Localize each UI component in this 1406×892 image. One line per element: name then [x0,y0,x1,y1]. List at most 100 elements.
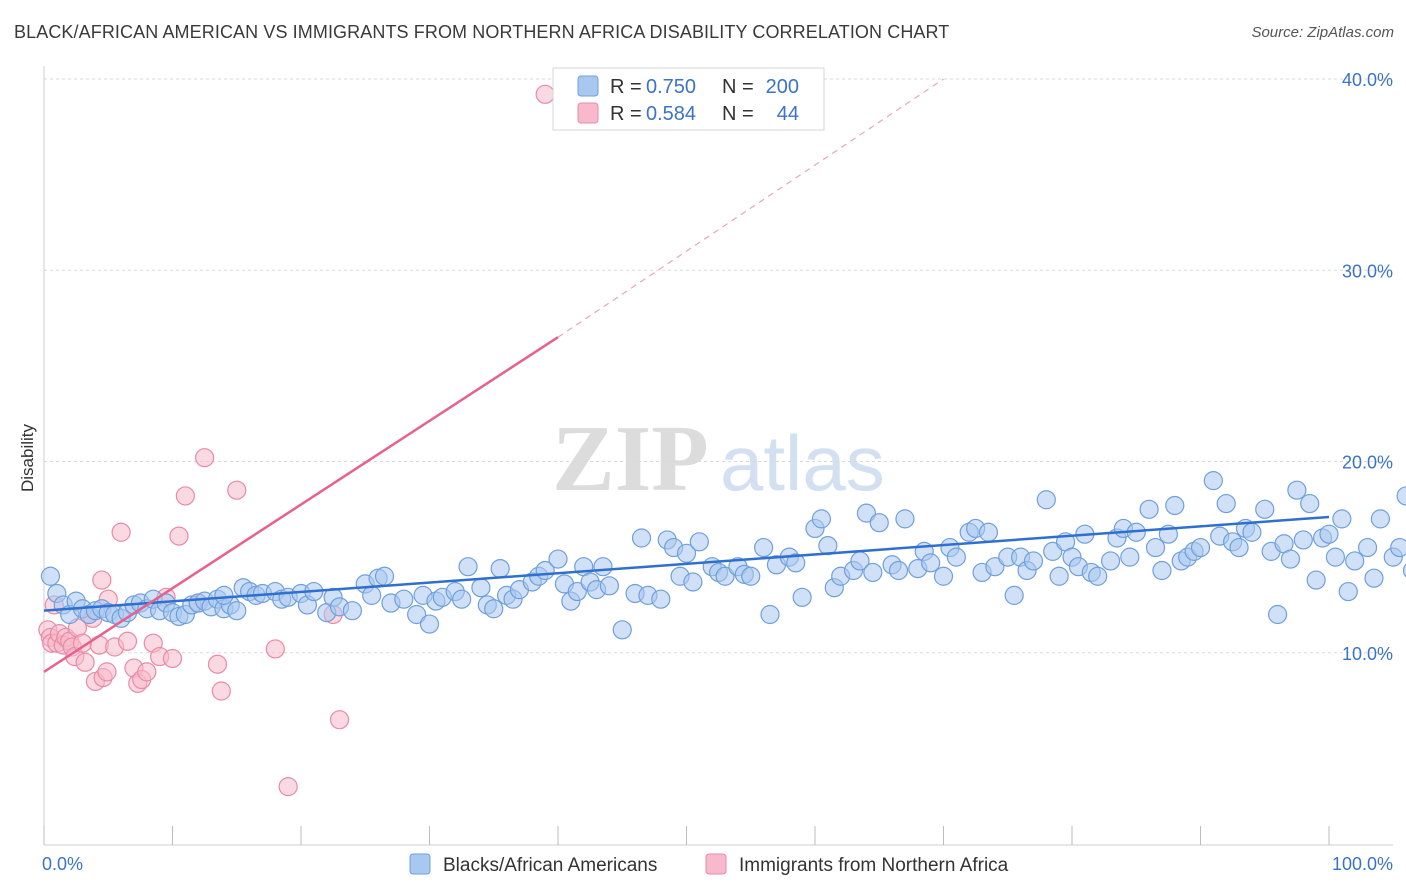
blue-point [741,566,761,586]
blue-point [863,562,883,583]
blue-point [933,566,954,586]
pink-point [162,648,183,669]
legend-r-label-2: R = [610,103,642,125]
blue-point [1023,551,1044,571]
blue-point [1293,530,1313,550]
pink-point [329,710,350,730]
blue-point [1242,522,1262,542]
pink-trend-line [43,336,559,673]
blue-point [895,509,915,529]
blue-point [651,589,671,609]
blue-point [1280,549,1301,569]
blue-point [869,513,889,533]
pink-point [97,662,117,682]
blue-point [1203,471,1223,491]
axes [43,66,1393,846]
pink-point [111,522,131,542]
blue-point [1287,480,1307,500]
blue-point [1139,499,1159,519]
blue-point [715,566,735,586]
blue-point [419,614,440,634]
blue-point [1043,541,1063,561]
blue-point [1036,490,1056,510]
pink-point [195,448,215,468]
y-tick-label: 10.0% [1342,644,1393,664]
blue-point [407,604,427,625]
blue-point [599,576,620,596]
pink-point [137,662,157,682]
blue-point [1319,524,1339,544]
blue-point [1004,585,1024,605]
blue-point [214,585,234,605]
pink-trend-extension [557,78,944,338]
blue-point [612,620,632,640]
source-label: Source: ZipAtlas.com [1251,24,1394,41]
pink-point [227,480,247,500]
blue-point [921,553,941,573]
blue-point [1370,509,1391,529]
legend-swatch-blue [577,75,599,97]
blue-point [484,599,504,619]
blue-point [978,522,999,542]
blue-point [374,566,395,586]
blue-point [1364,568,1384,588]
trend-lines [43,78,1330,673]
blue-point [1100,551,1121,571]
series-legend: Blacks/African Americans Immigrants from… [409,853,1009,876]
blue-point [1332,509,1352,529]
legend-n-label-1: N = [722,76,754,98]
stats-legend: R = 0.750 N = 200 R = 0.584 N = 44 [552,67,825,131]
blue-point [1267,604,1288,625]
blue-point [362,585,382,605]
y-tick-label: 30.0% [1342,261,1393,281]
blue-series [40,471,1406,640]
blue-point [227,601,247,621]
blue-point [676,543,697,563]
pink-point [278,777,298,797]
pink-point [169,526,189,546]
blue-point [490,558,510,579]
blue-point [689,532,709,552]
pink-series [38,84,555,797]
pink-point [535,84,555,104]
legend-n-value-2: 44 [777,103,799,125]
x-tick-label-max: 100.0% [1332,854,1393,874]
blue-point [1088,566,1108,586]
blue-point [811,509,832,529]
blue-point [1402,563,1406,578]
blue-point [1229,537,1249,558]
y-tick-label: 40.0% [1342,70,1393,90]
pink-point [211,681,231,701]
blue-point [683,572,703,592]
blue-point [946,547,966,567]
blue-point [1396,486,1406,506]
blue-point [1338,581,1358,602]
blue-point [1145,537,1166,558]
blue-point [452,589,472,609]
blue-point [1306,570,1326,590]
blue-point [394,589,414,609]
watermark-zip: ZIP [552,407,709,511]
x-tick-label-min: 0.0% [42,854,83,874]
blue-point [458,557,478,577]
blue-point [1390,537,1406,558]
pink-point [92,570,112,590]
blue-point [792,587,812,607]
blue-point [1325,547,1346,567]
pink-point [207,654,228,674]
legend-r-value-1: 0.750 [646,76,696,98]
pink-point [265,639,285,659]
blue-point [567,581,587,602]
pink-point [117,631,138,651]
blue-point [40,566,61,586]
blue-point [1049,566,1069,586]
blue-point [1300,493,1320,514]
blue-point [1255,499,1275,519]
blue-point [985,557,1005,577]
pink-point [75,652,95,672]
pink-point [175,486,195,506]
blue-trend-line [43,515,1330,612]
blue-point [1357,537,1378,558]
blue-point [760,604,780,625]
